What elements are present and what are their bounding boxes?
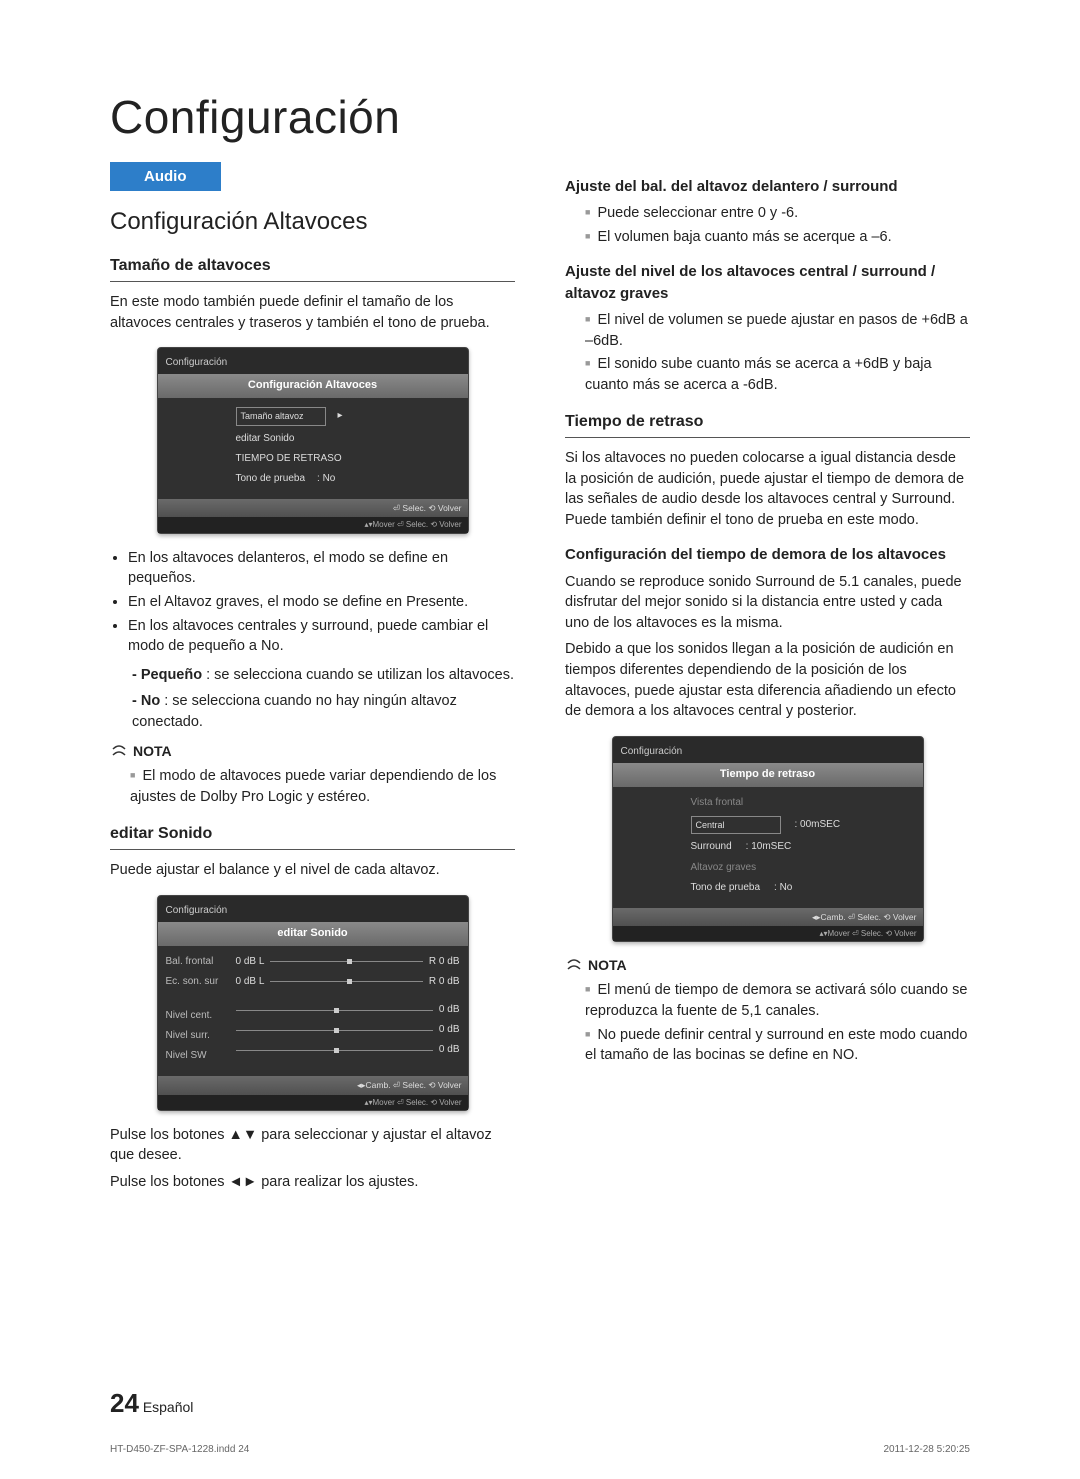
osd-footer: ⏎ Selec. ⟲ Volver [158,499,468,517]
note-icon [110,743,128,761]
note-icon [565,957,583,975]
paragraph: Debido a que los sonidos llegan a la pos… [565,639,970,721]
left-col: Audio Configuración Altavoces Tamaño de … [110,162,515,1199]
list: Puede seleccionar entre 0 y -6. El volum… [565,203,970,247]
sub-item: - No : se selecciona cuando no hay ningú… [132,691,515,732]
sub-item: - Pequeño : se selecciona cuando se util… [132,665,515,686]
sub-heading-balance: Ajuste del bal. del altavoz delantero / … [565,176,970,197]
page-lang: Español [143,1399,194,1415]
bullet-list: En los altavoces delanteros, el modo se … [110,548,515,657]
sub-heading-edit: editar Sonido [110,823,515,850]
note-heading: NOTA [565,956,970,976]
list-item: El nivel de volumen se puede ajustar en … [585,310,970,351]
page-footer: 24 Español [110,1388,193,1419]
list-item: No puede definir central y surround en e… [585,1025,970,1066]
page-number: 24 [110,1388,139,1418]
list-item: En los altavoces delanteros, el modo se … [128,548,515,589]
sub-heading-level: Ajuste del nivel de los altavoces centra… [565,261,970,304]
osd-footer2: ▴▾Mover ⏎ Selec. ⟲ Volver [158,517,468,532]
list-item: El menú de tiempo de demora se activará … [585,980,970,1021]
columns: Audio Configuración Altavoces Tamaño de … [110,162,970,1199]
osd-crumb: Configuración [158,354,468,374]
paragraph: Pulse los botones ▲▼ para seleccionar y … [110,1125,515,1166]
list-item: En el Altavoz graves, el modo se define … [128,592,515,613]
note-list: El menú de tiempo de demora se activará … [565,980,970,1065]
print-info: HT-D450-ZF-SPA-1228.indd 24 2011-12-28 5… [110,1444,970,1455]
paragraph: Si los altavoces no pueden colocarse a i… [565,448,970,530]
sub-heading-size: Tamaño de altavoces [110,255,515,282]
section-tag: Audio [110,162,221,191]
osd-speaker-setup: Configuración Configuración Altavoces Ta… [157,347,469,534]
right-col: Ajuste del bal. del altavoz delantero / … [565,162,970,1199]
list-item: El modo de altavoces puede variar depend… [130,766,515,807]
paragraph: Cuando se reproduce sonido Surround de 5… [565,572,970,634]
page-title: Configuración [110,90,970,144]
osd-edit-sound: Configuración editar Sonido Bal. frontal… [157,895,469,1111]
note-list: El modo de altavoces puede variar depend… [110,766,515,807]
sub-heading-delay: Tiempo de retraso [565,411,970,438]
list-item: El sonido sube cuanto más se acerca a +6… [585,354,970,395]
osd-title: Configuración Altavoces [158,374,468,398]
paragraph: En este modo también puede definir el ta… [110,292,515,333]
paragraph: Pulse los botones ◄► para realizar los a… [110,1172,515,1193]
list: El nivel de volumen se puede ajustar en … [565,310,970,395]
sub-heading-cfg: Configuración del tiempo de demora de lo… [565,544,970,565]
section-heading: Configuración Altavoces [110,205,515,239]
note-heading: NOTA [110,742,515,762]
list-item: Puede seleccionar entre 0 y -6. [585,203,970,224]
paragraph: Puede ajustar el balance y el nivel de c… [110,860,515,881]
manual-page: Configuración Audio Configuración Altavo… [0,0,1080,1479]
list-item: El volumen baja cuanto más se acerque a … [585,227,970,248]
list-item: En los altavoces centrales y surround, p… [128,616,515,657]
osd-delay: Configuración Tiempo de retraso Vista fr… [612,736,924,943]
